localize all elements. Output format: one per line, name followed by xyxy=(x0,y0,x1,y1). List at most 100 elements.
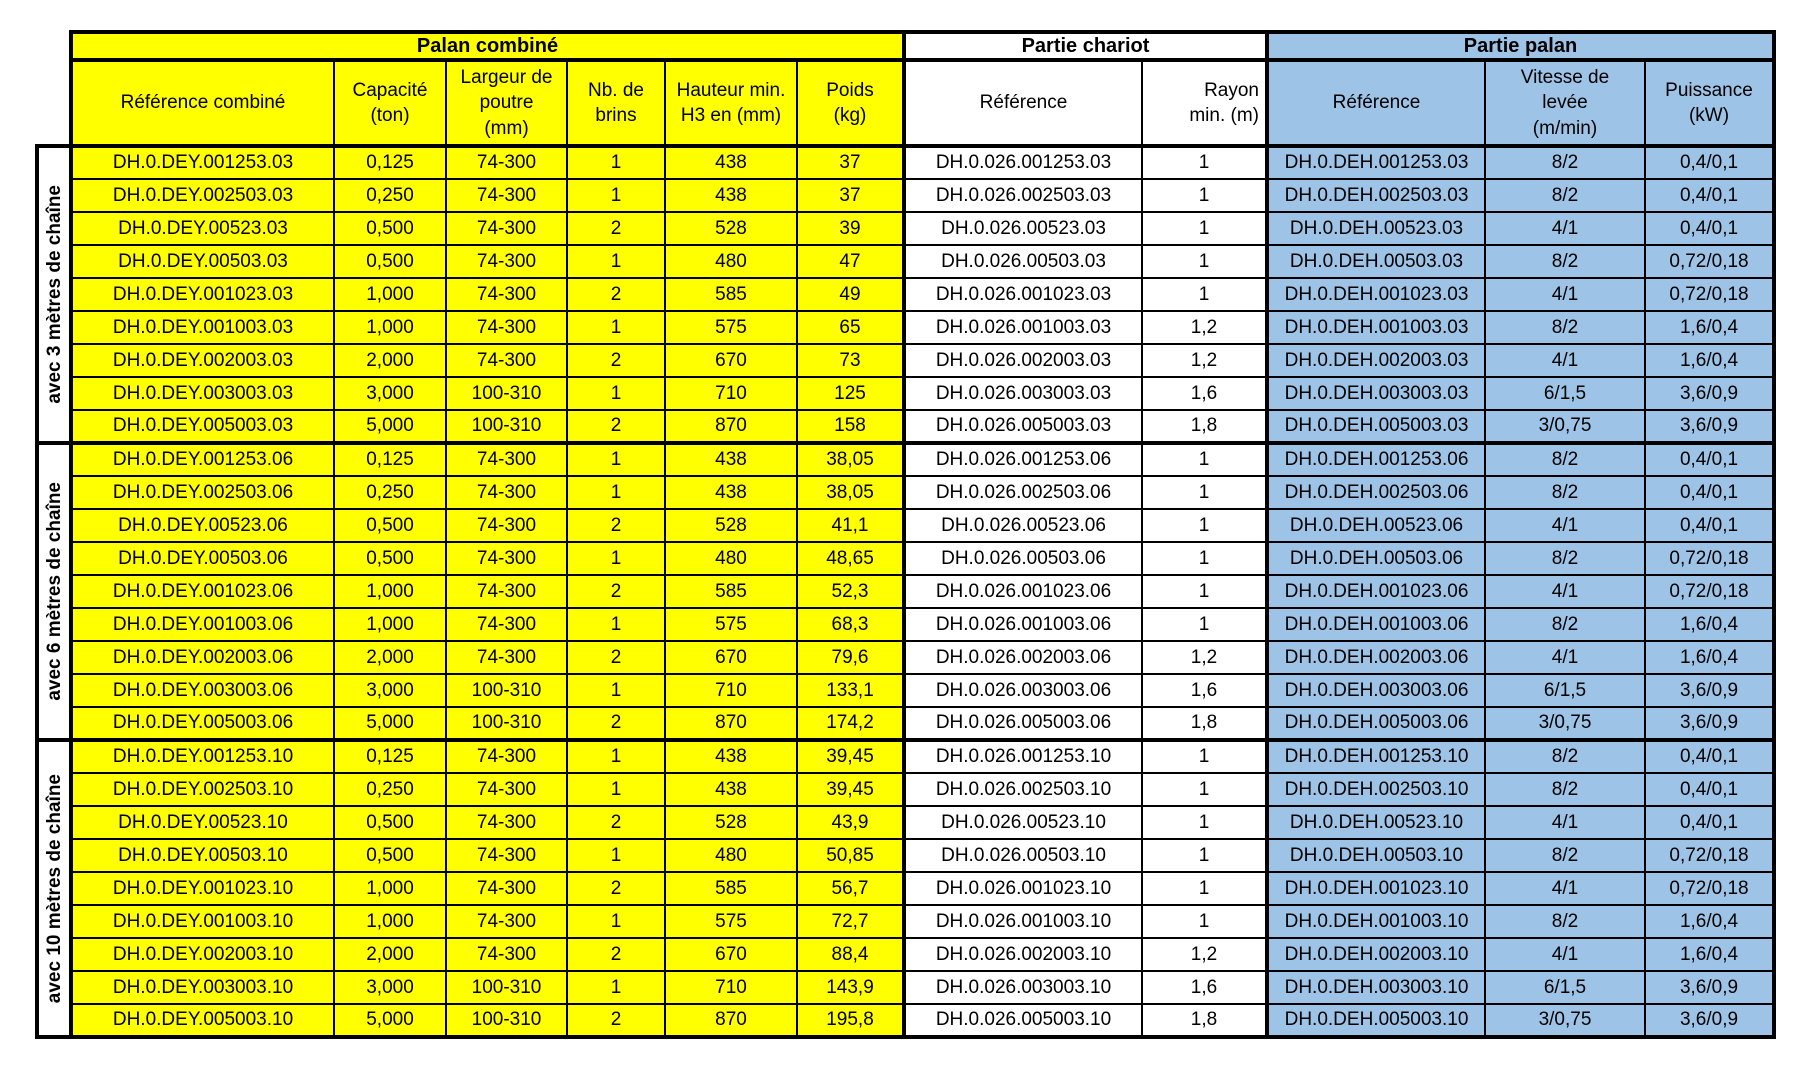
col-header-ref-palan: Référence xyxy=(1265,59,1486,148)
cell-ref_chariot: DH.0.026.00523.03 xyxy=(902,211,1143,246)
cell-ref_chariot: DH.0.026.002503.03 xyxy=(902,178,1143,213)
cell-largeur: 74-300 xyxy=(445,508,568,543)
cell-hauteur: 585 xyxy=(664,277,798,312)
cell-vitesse: 4/1 xyxy=(1484,343,1646,378)
cell-largeur: 74-300 xyxy=(445,475,568,510)
col-header-capacite: Capacité (ton) xyxy=(333,59,447,148)
cell-hauteur: 710 xyxy=(664,970,798,1005)
cell-largeur: 74-300 xyxy=(445,871,568,906)
table-row: DH.0.DEY.003003.06 3,000 100-310 1 710 133,1 D… xyxy=(37,673,1776,708)
cell-poids: 125 xyxy=(796,376,905,411)
cell-ref_combine: DH.0.DEY.001023.03 xyxy=(69,277,335,312)
cell-capacite: 0,500 xyxy=(333,211,447,246)
cell-poids: 79,6 xyxy=(796,640,905,675)
cell-capacite: 0,500 xyxy=(333,244,447,279)
cell-rayon: 1,6 xyxy=(1141,970,1268,1005)
table-row: DH.0.DEY.005003.03 5,000 100-310 2 870 158 DH.… xyxy=(37,409,1776,444)
cell-puissance: 1,6/0,4 xyxy=(1644,937,1776,972)
cell-rayon: 1,2 xyxy=(1141,310,1268,345)
section-title-partie-palan: Partie palan xyxy=(1265,30,1776,62)
cell-rayon: 1,8 xyxy=(1141,1003,1268,1039)
cell-capacite: 1,000 xyxy=(333,574,447,609)
cell-ref_chariot: DH.0.026.001023.06 xyxy=(902,574,1143,609)
cell-capacite: 3,000 xyxy=(333,673,447,708)
cell-puissance: 0,4/0,1 xyxy=(1644,178,1776,213)
cell-rayon: 1,8 xyxy=(1141,409,1268,444)
cell-brins: 1 xyxy=(566,475,666,510)
cell-ref_chariot: DH.0.026.002503.10 xyxy=(902,772,1143,807)
cell-vitesse: 4/1 xyxy=(1484,640,1646,675)
cell-puissance: 0,72/0,18 xyxy=(1644,541,1776,576)
cell-vitesse: 8/2 xyxy=(1484,475,1646,510)
cell-hauteur: 438 xyxy=(664,144,798,180)
cell-ref_combine: DH.0.DEY.001253.10 xyxy=(69,738,335,774)
cell-brins: 2 xyxy=(566,409,666,444)
cell-ref_chariot: DH.0.026.001023.10 xyxy=(902,871,1143,906)
table-row: DH.0.DEY.002503.10 0,250 74-300 1 438 39,45 DH… xyxy=(37,772,1776,807)
cell-ref_chariot: DH.0.026.001003.03 xyxy=(902,310,1143,345)
cell-ref_combine: DH.0.DEY.003003.06 xyxy=(69,673,335,708)
table-row: DH.0.DEY.002503.03 0,250 74-300 1 438 37 DH.0.… xyxy=(37,178,1776,213)
cell-vitesse: 6/1,5 xyxy=(1484,970,1646,1005)
cell-ref_chariot: DH.0.026.00523.10 xyxy=(902,805,1143,840)
cell-rayon: 1 xyxy=(1141,738,1268,774)
cell-poids: 158 xyxy=(796,409,905,444)
cell-hauteur: 575 xyxy=(664,904,798,939)
cell-capacite: 5,000 xyxy=(333,1003,447,1039)
cell-brins: 2 xyxy=(566,706,666,741)
section-title-partie-chariot: Partie chariot xyxy=(902,30,1268,62)
cell-ref_combine: DH.0.DEY.005003.06 xyxy=(69,706,335,741)
cell-hauteur: 480 xyxy=(664,838,798,873)
cell-capacite: 5,000 xyxy=(333,706,447,741)
cell-largeur: 74-300 xyxy=(445,607,568,642)
cell-ref_palan: DH.0.DEH.003003.10 xyxy=(1265,970,1486,1005)
cell-ref_palan: DH.0.DEH.002003.10 xyxy=(1265,937,1486,972)
cell-poids: 174,2 xyxy=(796,706,905,741)
cell-puissance: 0,4/0,1 xyxy=(1644,772,1776,807)
cell-ref_combine: DH.0.DEY.001003.03 xyxy=(69,310,335,345)
cell-capacite: 2,000 xyxy=(333,343,447,378)
cell-ref_palan: DH.0.DEH.00503.03 xyxy=(1265,244,1486,279)
cell-ref_palan: DH.0.DEH.00523.06 xyxy=(1265,508,1486,543)
cell-hauteur: 438 xyxy=(664,441,798,477)
cell-ref_palan: DH.0.DEH.005003.10 xyxy=(1265,1003,1486,1039)
cell-rayon: 1 xyxy=(1141,838,1268,873)
cell-ref_combine: DH.0.DEY.00523.03 xyxy=(69,211,335,246)
cell-ref_palan: DH.0.DEH.001023.10 xyxy=(1265,871,1486,906)
col-header-ref-chariot: Référence xyxy=(902,59,1143,148)
cell-capacite: 1,000 xyxy=(333,904,447,939)
cell-ref_chariot: DH.0.026.002003.03 xyxy=(902,343,1143,378)
cell-hauteur: 528 xyxy=(664,211,798,246)
cell-rayon: 1 xyxy=(1141,475,1268,510)
cell-capacite: 0,125 xyxy=(333,738,447,774)
cell-capacite: 3,000 xyxy=(333,376,447,411)
cell-capacite: 3,000 xyxy=(333,970,447,1005)
cell-rayon: 1 xyxy=(1141,211,1268,246)
cell-ref_chariot: DH.0.026.001253.06 xyxy=(902,441,1143,477)
cell-ref_combine: DH.0.DEY.003003.10 xyxy=(69,970,335,1005)
cell-puissance: 0,72/0,18 xyxy=(1644,574,1776,609)
cell-ref_combine: DH.0.DEY.002003.10 xyxy=(69,937,335,972)
cell-vitesse: 8/2 xyxy=(1484,310,1646,345)
table-row: DH.0.DEY.005003.10 5,000 100-310 2 870 195,8 D… xyxy=(37,1003,1776,1039)
cell-largeur: 74-300 xyxy=(445,738,568,774)
table-row: avec 3 mètres de chaîne DH.0.DEY.001253.0… xyxy=(35,144,1776,445)
cell-largeur: 74-300 xyxy=(445,211,568,246)
cell-brins: 2 xyxy=(566,871,666,906)
cell-largeur: 100-310 xyxy=(445,409,568,444)
cell-ref_palan: DH.0.DEH.00503.06 xyxy=(1265,541,1486,576)
cell-ref_combine: DH.0.DEY.002503.03 xyxy=(69,178,335,213)
cell-capacite: 0,125 xyxy=(333,441,447,477)
cell-vitesse: 4/1 xyxy=(1484,871,1646,906)
cell-poids: 39 xyxy=(796,211,905,246)
col-header-vitesse-levee: Vitesse de levée (m/min) xyxy=(1484,59,1646,148)
cell-poids: 68,3 xyxy=(796,607,905,642)
cell-brins: 1 xyxy=(566,441,666,477)
cell-hauteur: 575 xyxy=(664,607,798,642)
cell-ref_combine: DH.0.DEY.001003.06 xyxy=(69,607,335,642)
cell-ref_palan: DH.0.DEH.001003.06 xyxy=(1265,607,1486,642)
cell-ref_combine: DH.0.DEY.003003.03 xyxy=(69,376,335,411)
table-row: DH.0.DEY.001023.06 1,000 74-300 2 585 52,3 DH.… xyxy=(37,574,1776,609)
cell-puissance: 0,4/0,1 xyxy=(1644,738,1776,774)
cell-hauteur: 710 xyxy=(664,673,798,708)
